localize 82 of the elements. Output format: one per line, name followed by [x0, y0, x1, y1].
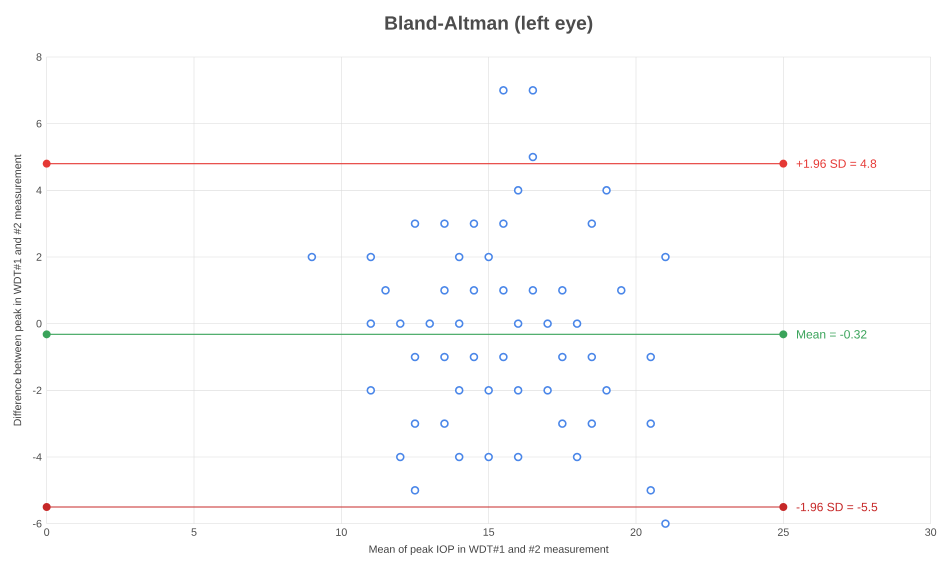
point — [484, 252, 493, 262]
point — [440, 220, 449, 228]
point — [410, 420, 420, 428]
x-tick-label: 15 — [484, 528, 494, 536]
point — [602, 186, 611, 195]
point — [366, 252, 376, 262]
point — [558, 420, 567, 428]
point — [499, 286, 508, 295]
point — [602, 386, 611, 395]
point — [454, 452, 464, 462]
point — [646, 420, 655, 428]
point — [499, 86, 508, 95]
point — [558, 286, 567, 295]
y-tick-label: 0 — [36, 320, 42, 328]
point — [572, 452, 582, 462]
x-tick-label: 30 — [925, 528, 936, 536]
point — [543, 320, 552, 328]
point — [572, 320, 582, 328]
point — [470, 286, 478, 295]
annotation: +1.96 SD = 4.8 — [796, 160, 876, 168]
point — [410, 220, 420, 228]
point — [661, 252, 670, 262]
point — [514, 320, 522, 328]
point — [396, 452, 405, 462]
point — [646, 352, 655, 362]
point — [381, 286, 390, 295]
y-axis-title: Difference between peak in WDT#1 and #2 measurement — [13, 154, 24, 426]
point — [499, 352, 508, 362]
point — [514, 186, 522, 195]
point — [484, 386, 493, 395]
point — [396, 320, 405, 328]
y-tick-label: -2 — [32, 386, 42, 394]
point — [588, 420, 596, 428]
point — [617, 286, 626, 295]
point — [528, 286, 538, 295]
point — [779, 330, 788, 338]
point — [779, 503, 788, 512]
chart-title: Bland-Altman (left eye) — [385, 16, 592, 34]
point — [42, 503, 51, 512]
point — [588, 220, 596, 228]
point — [470, 352, 478, 362]
point — [588, 352, 596, 362]
point — [410, 486, 420, 495]
point — [42, 160, 51, 168]
point — [440, 352, 449, 362]
y-tick-label: 4 — [36, 186, 42, 194]
y-tick-label: -6 — [32, 520, 42, 528]
annotation: Mean = -0.32 — [797, 330, 866, 339]
x-tick-label: 20 — [630, 528, 642, 536]
point — [499, 220, 508, 228]
annotation: -1.96 SD = -5.5 — [796, 502, 878, 512]
y-tick-label: 6 — [36, 120, 42, 128]
point — [543, 386, 552, 395]
point — [425, 320, 434, 328]
point — [514, 386, 522, 395]
point — [42, 330, 51, 338]
point — [779, 160, 788, 168]
y-tick-label: 2 — [36, 253, 42, 261]
y-tick-label: -4 — [32, 453, 42, 461]
point — [454, 386, 464, 395]
point — [484, 452, 493, 462]
point — [528, 86, 538, 95]
point — [440, 286, 449, 295]
point — [646, 486, 655, 495]
point — [308, 252, 316, 262]
x-axis-title: Mean of peak IOP in WDT#1 and #2 measurement — [369, 545, 609, 556]
x-tick-label: 0 — [44, 528, 50, 536]
y-tick-label: 8 — [36, 53, 42, 61]
point — [410, 352, 420, 362]
x-tick-label: 25 — [778, 528, 789, 536]
point — [366, 320, 376, 328]
point — [661, 520, 670, 528]
point — [454, 320, 464, 328]
point — [558, 352, 567, 362]
point — [470, 220, 478, 228]
point — [528, 152, 538, 162]
point — [366, 386, 376, 395]
point — [440, 420, 449, 428]
point — [514, 452, 522, 462]
point — [454, 252, 464, 262]
x-tick-label: 10 — [336, 528, 347, 536]
x-tick-label: 5 — [191, 528, 197, 536]
